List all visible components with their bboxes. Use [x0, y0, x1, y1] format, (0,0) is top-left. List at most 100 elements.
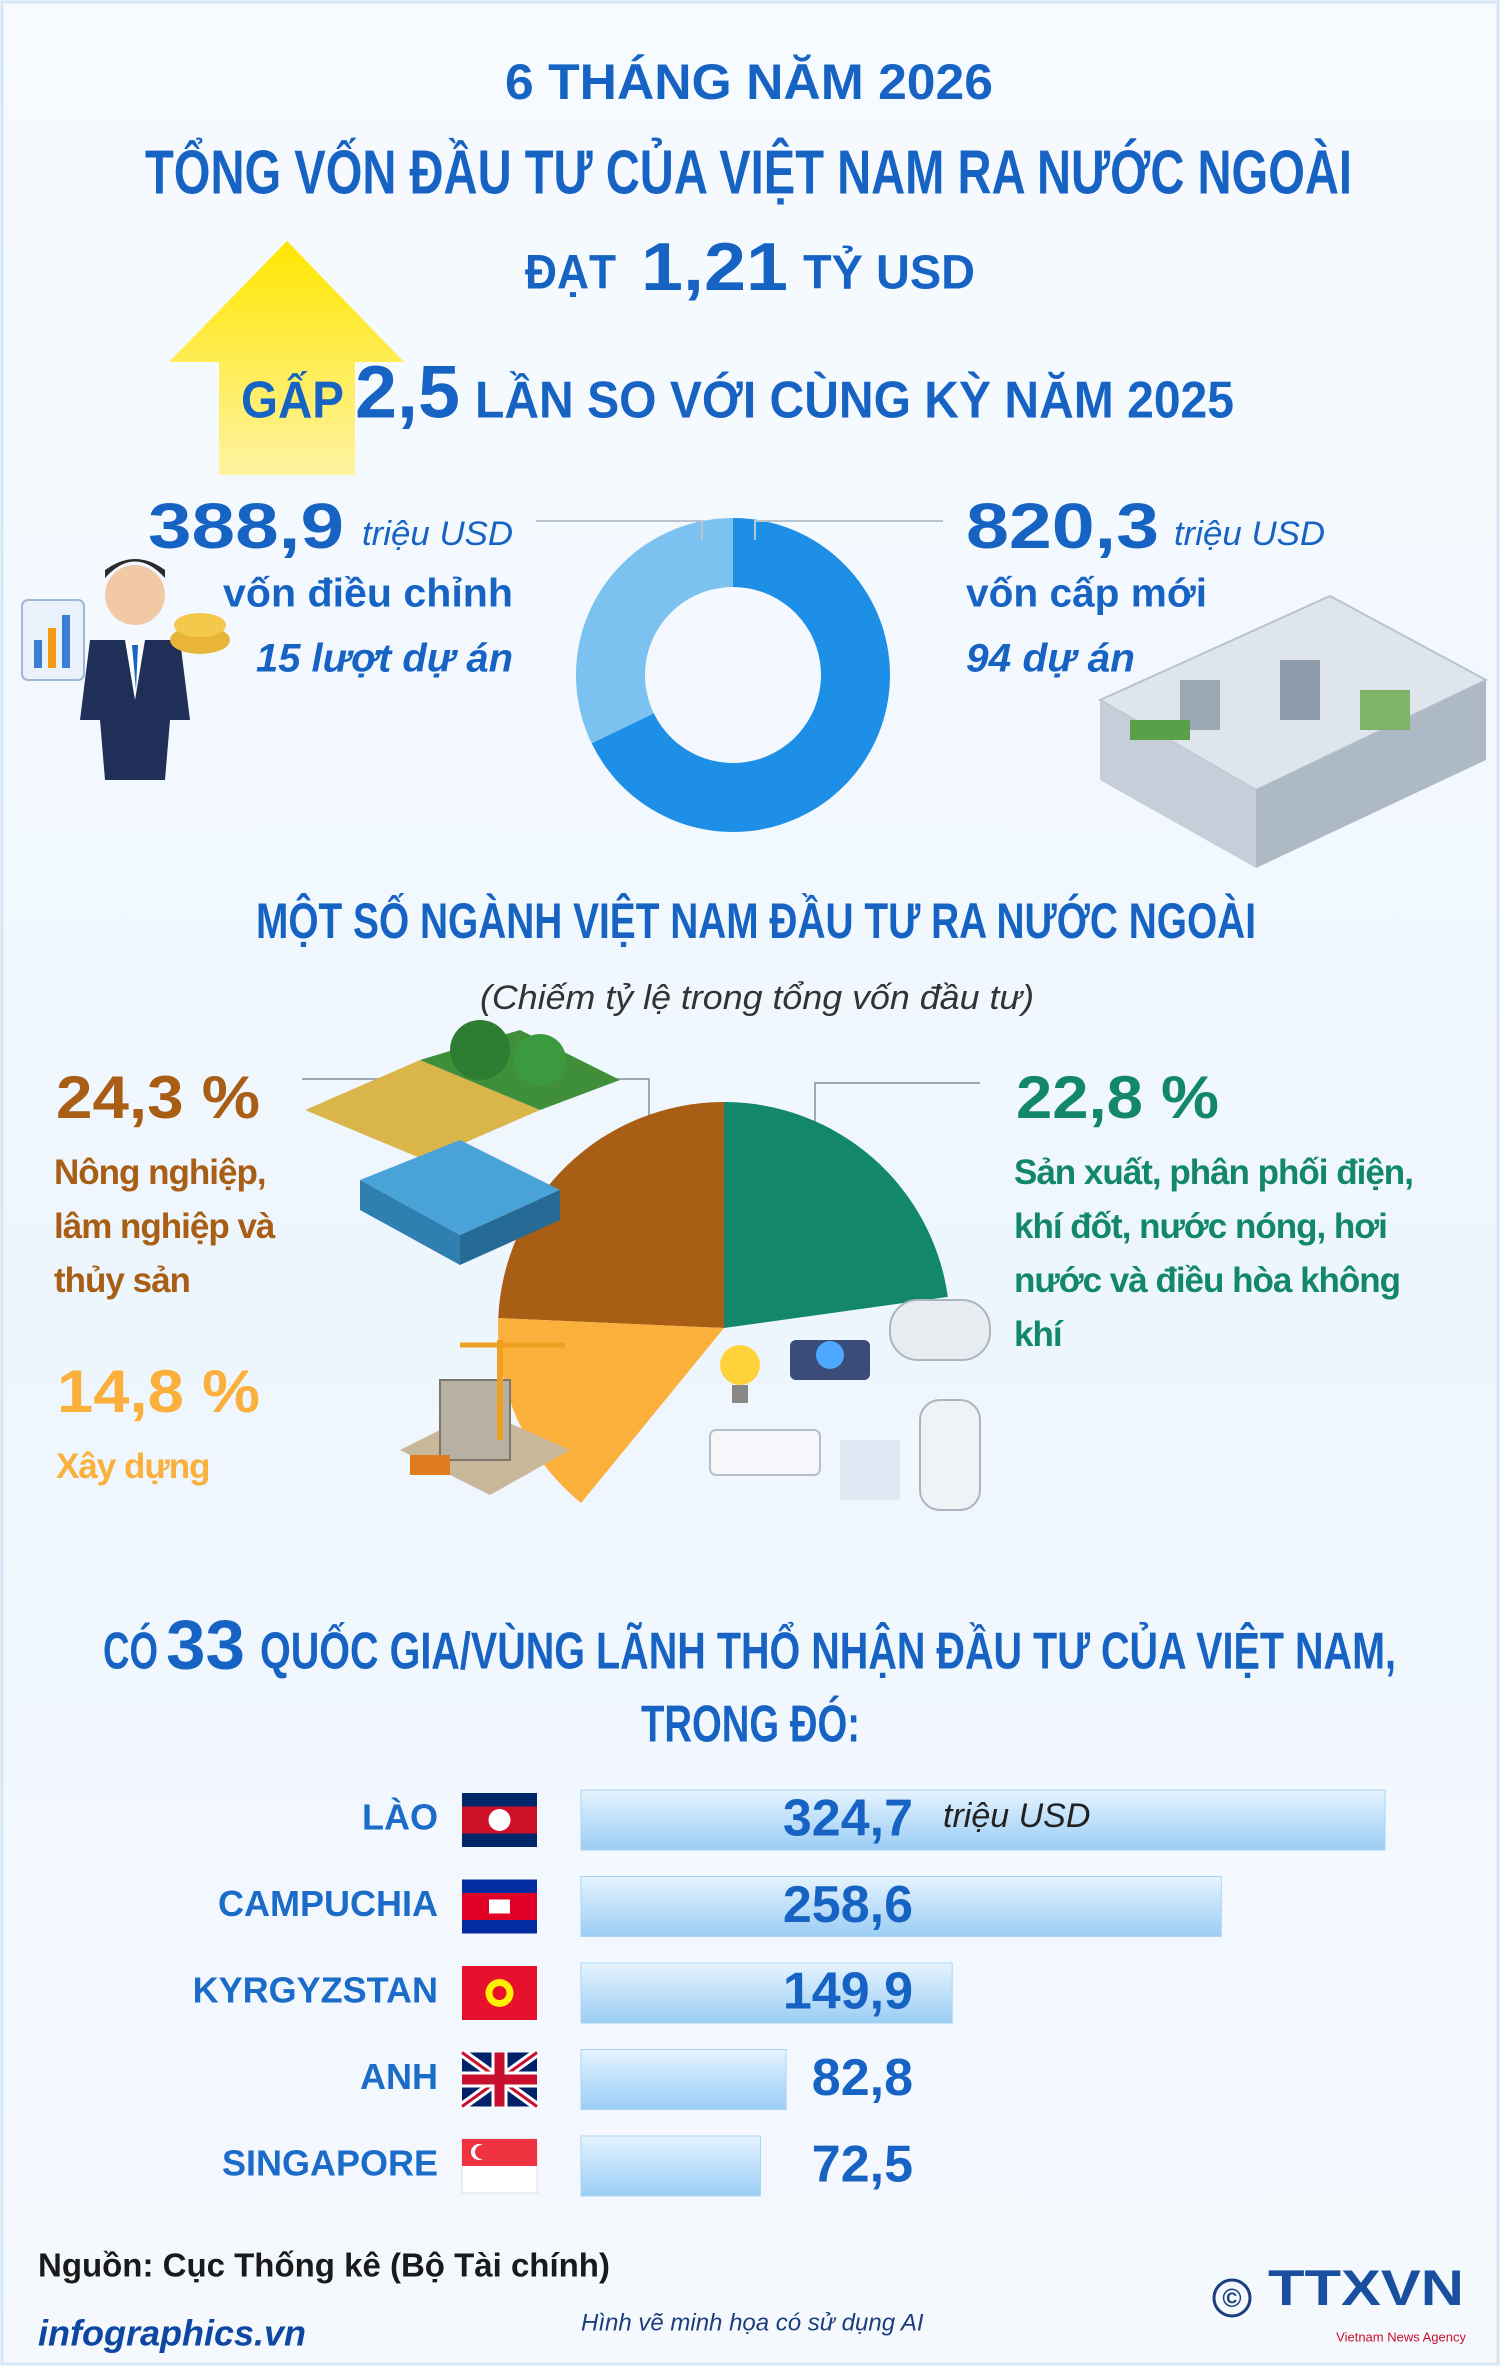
title-prefix: CÓ: [103, 1623, 158, 1681]
website: infographics.vn: [38, 2313, 306, 2354]
tree: [450, 1020, 510, 1080]
hair: [105, 559, 165, 578]
bar: [580, 2049, 787, 2110]
suit: [80, 640, 190, 780]
flag-part: [488, 1809, 511, 1831]
shower-tray: [840, 1440, 900, 1500]
flame: [816, 1341, 844, 1369]
agriculture-illustration: [305, 1020, 620, 1265]
energy-illustration: [709, 1299, 991, 1511]
flag: [461, 2138, 538, 2194]
flag-part: [489, 1899, 510, 1914]
unit-label: triệu USD: [362, 515, 513, 553]
produce-crate: [1130, 720, 1190, 740]
flag: [459, 2048, 540, 2111]
value-label: 72,5: [812, 2136, 913, 2194]
head: [105, 565, 165, 625]
category-label: Nông nghiệp, lâm nghiệp và thủy sản: [54, 1153, 275, 1300]
value-label: 388,9: [148, 490, 344, 562]
copyright: ©: [1222, 2283, 1241, 2313]
tree: [514, 1034, 566, 1086]
tie: [132, 645, 138, 690]
factory-wall: [1100, 700, 1256, 868]
bulb-base: [732, 1385, 748, 1403]
water-heater: [919, 1399, 981, 1511]
bar: [580, 1962, 953, 2024]
pie-slice: [498, 1102, 724, 1328]
copyright-circle: [1212, 2278, 1252, 2318]
bar-title-line2: TRONG ĐÓ:: [641, 1696, 860, 1754]
unit-label: triệu USD: [1174, 515, 1325, 553]
source: Nguồn: Cục Thống kê (Bộ Tài chính): [38, 2247, 610, 2284]
bar: [580, 1789, 1386, 1851]
connector: [536, 520, 703, 540]
category-label: Xây dựng: [56, 1447, 210, 1486]
detail-label: 15 lượt dự án: [256, 637, 513, 681]
report-bar: [48, 628, 56, 668]
flag-part: [475, 2145, 489, 2159]
legend-label: vốn điều chỉnh: [223, 572, 513, 616]
growth-prefix: GẤP: [241, 371, 344, 430]
donut-slice: [591, 518, 890, 832]
businessman-illustration: [21, 559, 230, 780]
connector: [754, 520, 943, 540]
value-label: 258,6: [783, 1876, 913, 1934]
value-label: 149,9: [783, 1963, 913, 2021]
construction-illustration: [400, 1340, 570, 1495]
category-label: Sản xuất, phân phối điện, khí đốt, nước …: [1014, 1153, 1414, 1354]
section-subtitle: (Chiếm tỷ lệ trong tổng vốn đầu tư): [480, 979, 1034, 1017]
category-label: SINGAPORE: [222, 2143, 438, 2184]
growth-value: 2,5: [355, 351, 460, 434]
rice-field: [305, 1060, 540, 1160]
total-unit: TỶ USD: [803, 245, 975, 300]
value-label: 14,8 %: [57, 1358, 260, 1425]
section-title: MỘT SỐ NGÀNH VIỆT NAM ĐẦU TƯ RA NƯỚC NGO…: [256, 892, 1256, 949]
total-prefix: ĐẠT: [525, 247, 616, 300]
category-label: KYRGYZSTAN: [193, 1970, 438, 2011]
total-value: 1,21: [641, 229, 788, 305]
growth-text: LẦN SO VỚI CÙNG KỲ NĂM 2025: [475, 371, 1234, 430]
light-bulb: [720, 1345, 760, 1385]
growth-arrow: [169, 241, 404, 475]
value-label: 22,8 %: [1016, 1064, 1219, 1131]
value-label: 82,8: [812, 2049, 913, 2107]
flag: [462, 1966, 537, 2020]
fish-pond-side: [360, 1180, 460, 1265]
value-label: 820,3: [966, 490, 1159, 562]
category-label: CAMPUCHIA: [218, 1883, 438, 1924]
agency: Vietnam News Agency: [1336, 2329, 1466, 2344]
report-bar: [62, 615, 70, 668]
pie-slice: [724, 1102, 948, 1328]
boiler: [889, 1299, 991, 1361]
report-bar: [34, 640, 42, 668]
fish-pond-side: [460, 1190, 560, 1265]
truck: [410, 1455, 450, 1475]
air-conditioner: [709, 1429, 821, 1476]
bar: [580, 1876, 1222, 1937]
flag-part: [462, 2074, 537, 2085]
factory-wall: [1256, 680, 1486, 868]
coins: [174, 613, 226, 637]
main-title: TỔNG VỐN ĐẦU TƯ CỦA VIỆT NAM RA NƯỚC NGO…: [145, 137, 1352, 207]
flag: [462, 1793, 537, 1847]
category-label: ANH: [360, 2056, 438, 2097]
machine: [1280, 660, 1320, 720]
factory-illustration: [1097, 594, 1489, 868]
legend-label: vốn cấp mới: [966, 572, 1207, 616]
category-label: LÀO: [362, 1797, 438, 1838]
detail-label: 94 dự án: [966, 637, 1135, 681]
donut-slice: [576, 518, 733, 744]
bar-title: QUỐC GIA/VÙNG LÃNH THỔ NHẬN ĐẦU TƯ CỦA V…: [260, 1622, 1396, 1681]
unit-label: triệu USD: [943, 1797, 1090, 1835]
flag-part: [492, 1986, 507, 2000]
note: Hình vẽ minh họa có sử dụng AI: [581, 2309, 924, 2336]
value-label: 324,7: [783, 1790, 913, 1848]
bar: [580, 2135, 762, 2197]
flag: [462, 1879, 537, 1934]
logo: TTXVN: [1268, 2260, 1464, 2316]
